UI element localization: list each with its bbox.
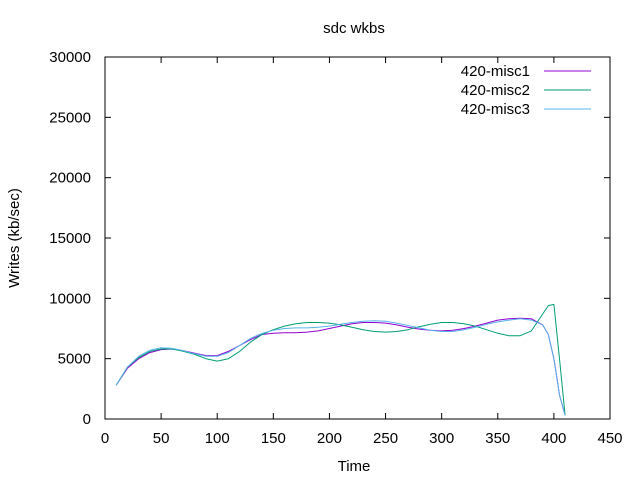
x-tick-label: 0 <box>101 430 109 447</box>
y-tick-label: 15000 <box>49 230 91 247</box>
legend: 420-misc1 420-misc2 420-misc3 <box>461 63 591 118</box>
x-tick-label: 350 <box>485 430 510 447</box>
chart-title: sdc wkbs <box>323 20 385 37</box>
x-tick-label: 50 <box>153 430 170 447</box>
x-axis-label: Time <box>338 458 371 475</box>
y-axis-label: Writes (kb/sec) <box>6 188 23 288</box>
axis-ticks: 0 50 100 150 200 250 300 350 400 450 0 5000 10000 150… <box>49 49 622 447</box>
x-tick-label: 100 <box>205 430 230 447</box>
x-tick-label: 200 <box>317 430 342 447</box>
x-tick-label: 250 <box>373 430 398 447</box>
y-tick-label: 5000 <box>58 351 91 368</box>
series-line-420-misc2 <box>115 303 566 416</box>
y-tick-label: 30000 <box>49 49 91 66</box>
legend-label: 420-misc3 <box>461 101 530 118</box>
legend-label: 420-misc2 <box>461 82 530 99</box>
series-line-420-misc3 <box>115 318 566 416</box>
series-lines <box>115 303 566 416</box>
x-tick-label: 150 <box>261 430 286 447</box>
x-tick-label: 450 <box>597 430 622 447</box>
x-tick-label: 300 <box>429 430 454 447</box>
x-tick-label: 400 <box>541 430 566 447</box>
legend-label: 420-misc1 <box>461 63 530 80</box>
y-tick-label: 0 <box>83 411 91 428</box>
y-tick-label: 10000 <box>49 290 91 307</box>
y-tick-label: 25000 <box>49 109 91 126</box>
series-line-420-misc1 <box>115 317 566 416</box>
plot-frame <box>104 56 611 420</box>
y-tick-label: 20000 <box>49 170 91 187</box>
